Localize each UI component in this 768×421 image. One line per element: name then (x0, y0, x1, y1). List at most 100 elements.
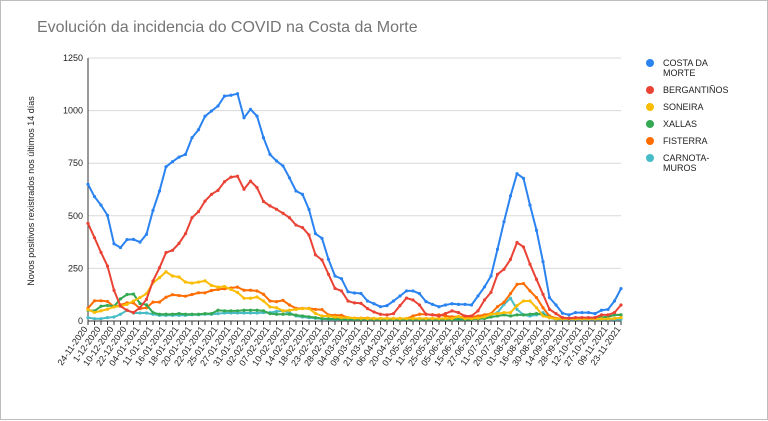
data-point (606, 317, 610, 321)
data-point (203, 279, 207, 283)
data-point (508, 257, 513, 261)
data-point (235, 285, 240, 289)
data-point (391, 316, 396, 321)
data-point (203, 199, 207, 203)
data-point (333, 315, 337, 319)
data-point (274, 312, 279, 316)
data-point (125, 302, 129, 306)
data-point (404, 316, 409, 321)
data-point (125, 292, 129, 297)
data-point (92, 299, 97, 303)
data-point (450, 302, 454, 306)
data-point (164, 165, 168, 169)
data-point (372, 316, 376, 321)
data-point (482, 315, 487, 319)
legend-item-soneira[interactable]: SONEIRA (646, 102, 743, 112)
data-point (456, 314, 461, 318)
legend-item-xallas[interactable]: XALLAS (646, 119, 743, 129)
legend-item-fisterra[interactable]: FISTERRA (646, 136, 743, 146)
data-point (287, 176, 292, 180)
data-point (417, 316, 422, 321)
data-point (411, 316, 415, 321)
data-point (521, 245, 526, 249)
data-point (528, 262, 532, 266)
data-point (430, 313, 435, 317)
data-point (287, 312, 292, 316)
data-point (216, 287, 220, 292)
y-tick-label: 250 (68, 263, 83, 273)
data-point (307, 207, 311, 212)
data-point (489, 312, 493, 316)
data-point (541, 292, 545, 296)
data-point (86, 308, 90, 312)
data-point (326, 272, 331, 276)
data-point (495, 247, 500, 251)
data-point (216, 312, 220, 316)
legend-item-bergantinos[interactable]: BERGANTIÑOS (646, 85, 743, 95)
data-point (294, 223, 298, 227)
data-point (437, 305, 441, 309)
data-point (183, 294, 188, 298)
data-point (151, 310, 155, 315)
data-point (151, 300, 155, 304)
data-point (424, 312, 428, 316)
data-point (157, 189, 162, 193)
data-point (521, 313, 526, 317)
data-point (112, 305, 116, 309)
data-point (352, 291, 357, 295)
legend-item-carnota-muros[interactable]: CARNOTA- MUROS (646, 153, 743, 173)
data-point (313, 316, 318, 320)
data-point (125, 237, 129, 242)
data-point (456, 317, 461, 321)
data-point (164, 270, 168, 274)
data-point (411, 314, 415, 318)
data-point (138, 301, 142, 306)
data-point (190, 312, 194, 316)
data-point (372, 310, 376, 314)
data-point (105, 213, 110, 217)
data-point (586, 316, 591, 320)
data-point (307, 306, 311, 311)
legend: COSTA DA MORTE BERGANTIÑOS SONEIRA XALLAS… (646, 58, 766, 180)
data-point (372, 302, 376, 306)
data-point (599, 317, 604, 321)
data-point (170, 312, 175, 316)
data-point (99, 203, 103, 207)
data-point (547, 307, 552, 312)
data-point (606, 307, 610, 312)
data-point (378, 312, 383, 316)
data-point (476, 309, 480, 313)
data-point (177, 241, 181, 245)
data-point (320, 258, 324, 262)
legend-label-line2: MORTE (663, 68, 696, 78)
data-point (456, 302, 461, 306)
data-point (619, 286, 623, 291)
data-point (164, 251, 168, 255)
data-point (99, 250, 103, 255)
y-tick-label: 750 (68, 158, 83, 168)
data-point (463, 316, 467, 321)
legend-label: SONEIRA (663, 102, 704, 112)
data-point (248, 308, 253, 312)
data-point (112, 242, 116, 246)
data-point (268, 305, 272, 309)
legend-item-costa-da-morte[interactable]: COSTA DA MORTE (646, 58, 743, 78)
data-point (599, 313, 604, 317)
data-point (86, 182, 90, 186)
legend-label: FISTERRA (663, 136, 708, 146)
data-point (593, 316, 597, 320)
data-point (352, 301, 357, 305)
data-point (593, 312, 597, 316)
data-point (339, 316, 344, 320)
data-point (495, 272, 500, 276)
data-point (385, 313, 389, 317)
data-point (534, 228, 539, 232)
data-point (196, 291, 201, 295)
data-point (515, 282, 519, 286)
data-point (86, 316, 90, 320)
data-point (216, 188, 220, 192)
data-point (170, 160, 175, 164)
data-point (339, 289, 344, 293)
data-point (489, 315, 493, 319)
data-point (554, 312, 558, 316)
